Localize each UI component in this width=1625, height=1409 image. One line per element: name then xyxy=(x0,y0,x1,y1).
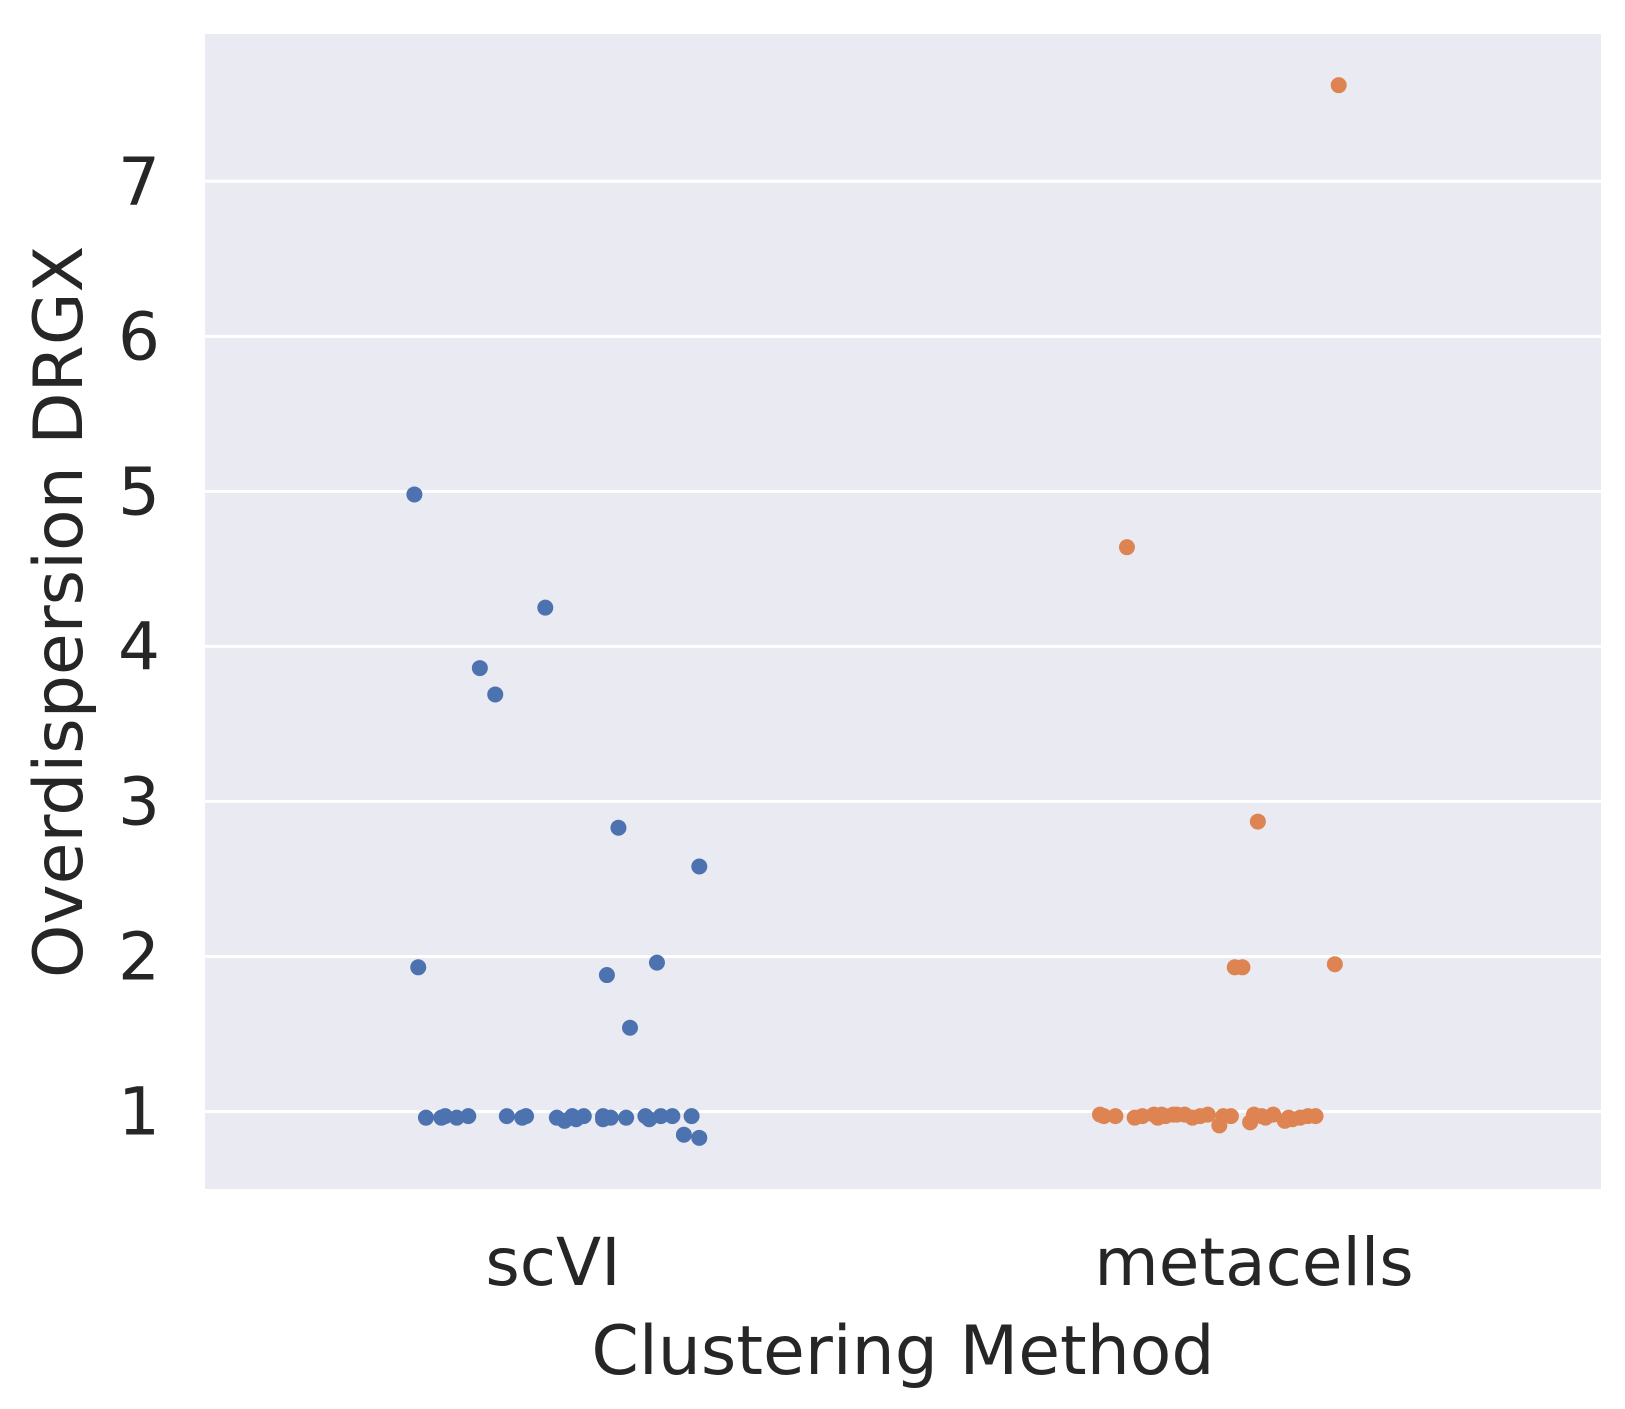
data-point-scVI xyxy=(610,819,627,836)
data-point-scVI xyxy=(598,967,615,984)
y-tick-label: 6 xyxy=(118,298,160,375)
data-point-scVI xyxy=(691,1129,708,1146)
data-point-metacells xyxy=(1330,77,1347,94)
data-point-scVI xyxy=(664,1108,681,1125)
grid-lines xyxy=(205,179,1601,1113)
data-point-metacells xyxy=(1095,1108,1112,1125)
data-point-metacells xyxy=(1222,1108,1239,1125)
data-points xyxy=(406,77,1347,1146)
data-point-scVI xyxy=(406,486,423,503)
data-point-scVI xyxy=(652,1108,669,1125)
data-point-scVI xyxy=(487,686,504,703)
data-point-metacells xyxy=(1199,1106,1216,1123)
y-tick-label: 4 xyxy=(118,608,160,685)
data-point-metacells xyxy=(1249,813,1266,830)
data-point-scVI xyxy=(498,1108,515,1125)
data-point-scVI xyxy=(622,1019,638,1036)
data-point-scVI xyxy=(417,1109,434,1126)
data-point-scVI xyxy=(648,954,665,971)
data-point-scVI xyxy=(691,858,708,875)
data-point-scVI xyxy=(518,1108,535,1125)
y-tick-label: 3 xyxy=(118,763,160,840)
y-tick-label: 1 xyxy=(118,1073,160,1150)
plot-background xyxy=(205,34,1601,1189)
data-point-metacells xyxy=(1118,539,1135,556)
data-point-scVI xyxy=(537,599,554,616)
y-tick-labels: 1 2 3 4 5 6 7 xyxy=(118,143,160,1150)
data-point-scVI xyxy=(618,1109,635,1126)
data-point-scVI xyxy=(575,1108,592,1125)
x-tick-labels: scVI metacells xyxy=(485,1224,1413,1301)
x-tick-label: metacells xyxy=(1094,1224,1413,1301)
y-tick-label: 7 xyxy=(118,143,160,220)
data-point-scVI xyxy=(602,1109,619,1126)
y-axis-label: Overdispersion DRGX xyxy=(20,246,99,978)
data-point-scVI xyxy=(460,1108,477,1125)
data-point-metacells xyxy=(1326,956,1343,973)
y-tick-label: 2 xyxy=(118,918,160,995)
y-tick-label: 5 xyxy=(118,453,160,530)
data-point-metacells xyxy=(1234,959,1251,976)
data-point-scVI xyxy=(471,660,488,677)
data-point-metacells xyxy=(1307,1108,1324,1125)
data-point-scVI xyxy=(675,1126,692,1143)
x-axis-label: Clustering Method xyxy=(591,1312,1214,1391)
data-point-scVI xyxy=(410,959,427,976)
data-point-scVI xyxy=(683,1108,700,1125)
x-tick-label: scVI xyxy=(485,1224,620,1301)
data-point-metacells xyxy=(1107,1108,1124,1125)
